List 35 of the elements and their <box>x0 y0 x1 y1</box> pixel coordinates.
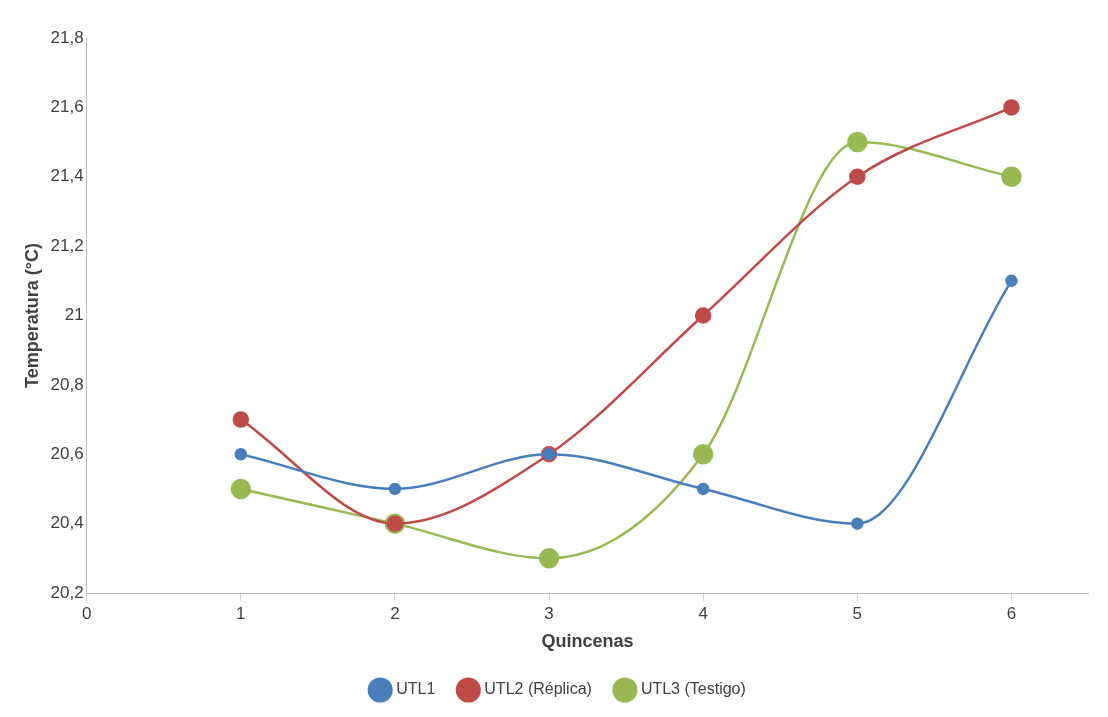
point <box>851 517 864 530</box>
x-tick-label: 1 <box>236 603 246 623</box>
point <box>696 482 710 496</box>
point <box>234 448 248 461</box>
x-axis-title: Quincenas <box>541 631 634 652</box>
y-tick-label: 21,6 <box>50 97 84 117</box>
point <box>388 482 402 496</box>
y-tick-label: 21,2 <box>50 235 84 255</box>
point <box>538 548 560 569</box>
y-axis-title: Temperatura (°C) <box>21 243 42 388</box>
x-tick-label: 3 <box>544 603 554 623</box>
y-tick-label: 21 <box>64 305 84 325</box>
point <box>1005 274 1018 288</box>
y-tick-label: 21,8 <box>50 27 84 47</box>
point <box>232 411 250 428</box>
point <box>1003 99 1020 116</box>
point <box>849 168 866 185</box>
point <box>694 307 712 324</box>
y-tick-label: 20,4 <box>50 513 84 533</box>
point <box>847 131 868 153</box>
point <box>230 478 252 500</box>
x-tick-label: 6 <box>1006 603 1017 623</box>
legend-label: UTL1 <box>396 680 436 698</box>
x-tick-label: 0 <box>81 603 92 623</box>
y-tick-label: 21,4 <box>50 166 84 186</box>
x-tick-label: 5 <box>852 603 863 623</box>
point <box>1001 166 1022 187</box>
x-tick-label: 4 <box>698 603 708 623</box>
legend-label: UTL3 (Testigo) <box>640 680 746 698</box>
x-tick-label: 2 <box>390 603 400 623</box>
legend-label: UTL2 (Réplica) <box>484 680 592 698</box>
y-tick-label: 20,8 <box>50 374 84 394</box>
y-tick-label: 20,6 <box>50 443 84 463</box>
y-tick-label: 20,2 <box>50 582 84 602</box>
point <box>692 444 714 465</box>
